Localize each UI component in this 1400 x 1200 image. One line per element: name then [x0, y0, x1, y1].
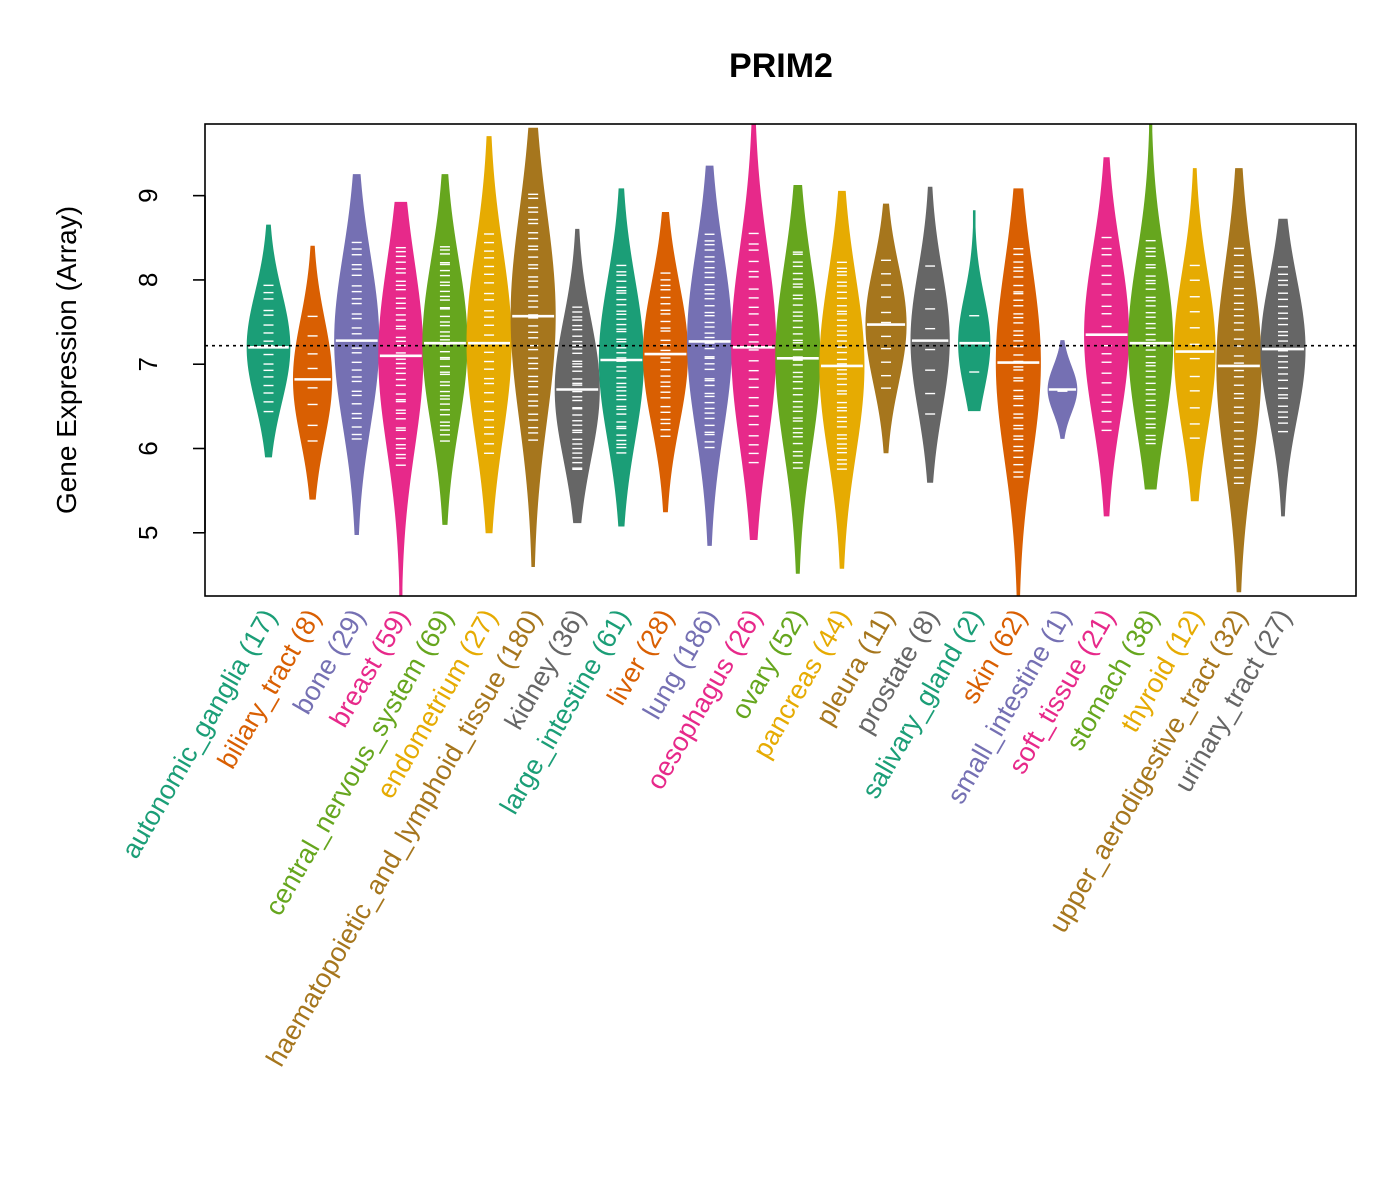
violin-shape [910, 186, 950, 483]
violin-bone [334, 174, 380, 535]
violin-shape [1084, 157, 1130, 517]
violin-upper_aerodigestive_tract [1216, 168, 1262, 593]
violins-group [246, 123, 1306, 597]
x-axis-labels: autonomic_ganglia (17)biliary_tract (8)b… [116, 604, 1298, 1071]
violin-thyroid [1173, 168, 1216, 502]
violin-prostate [910, 186, 950, 483]
violin-endometrium [466, 136, 512, 534]
y-tick-label: 5 [133, 526, 163, 540]
violin-kidney [554, 228, 600, 524]
violin-large_intestine [598, 188, 644, 527]
violin-biliary_tract [292, 245, 333, 500]
violin-lung [687, 165, 733, 546]
violin-shape [687, 165, 733, 546]
violin-skin [995, 188, 1041, 597]
y-tick-label: 6 [133, 441, 163, 455]
y-axis-label: Gene Expression (Array) [51, 206, 82, 514]
violin-salivary_gland [958, 210, 991, 412]
violin-shape [1173, 168, 1216, 502]
y-tick-label: 8 [133, 273, 163, 287]
violin-shape [958, 210, 991, 412]
violin-urinary_tract [1260, 218, 1306, 517]
violin-shape [422, 174, 468, 525]
violin-haematopoietic_and_lymphoid_tissue [510, 127, 556, 567]
y-tick-label: 9 [133, 188, 163, 202]
violin-stomach [1128, 123, 1174, 490]
violin-shape [292, 245, 333, 500]
violin-shape [334, 174, 380, 535]
violin-pancreas [819, 190, 865, 569]
violin-pleura [865, 203, 907, 454]
violin-small_intestine [1047, 340, 1078, 439]
violin-liver [642, 212, 689, 513]
y-axis: 5 6 7 8 9 [133, 188, 206, 540]
violin-shape [865, 203, 907, 454]
violin-shape [775, 185, 821, 574]
violin-shape [995, 188, 1041, 597]
violin-shape [554, 228, 600, 524]
violin-shape [1216, 168, 1262, 593]
violin-autonomic_ganglia [246, 224, 291, 458]
violin-shape [510, 127, 556, 567]
violin-shape [819, 190, 865, 569]
violin-soft_tissue [1084, 157, 1130, 517]
violin-shape [731, 123, 777, 541]
chart-title: PRIM2 [729, 47, 833, 85]
violin-central_nervous_system [422, 174, 468, 525]
violin-oesophagus [731, 123, 777, 541]
violin-breast [378, 201, 424, 597]
violin-ovary [775, 185, 821, 574]
y-tick-label: 7 [133, 357, 163, 371]
